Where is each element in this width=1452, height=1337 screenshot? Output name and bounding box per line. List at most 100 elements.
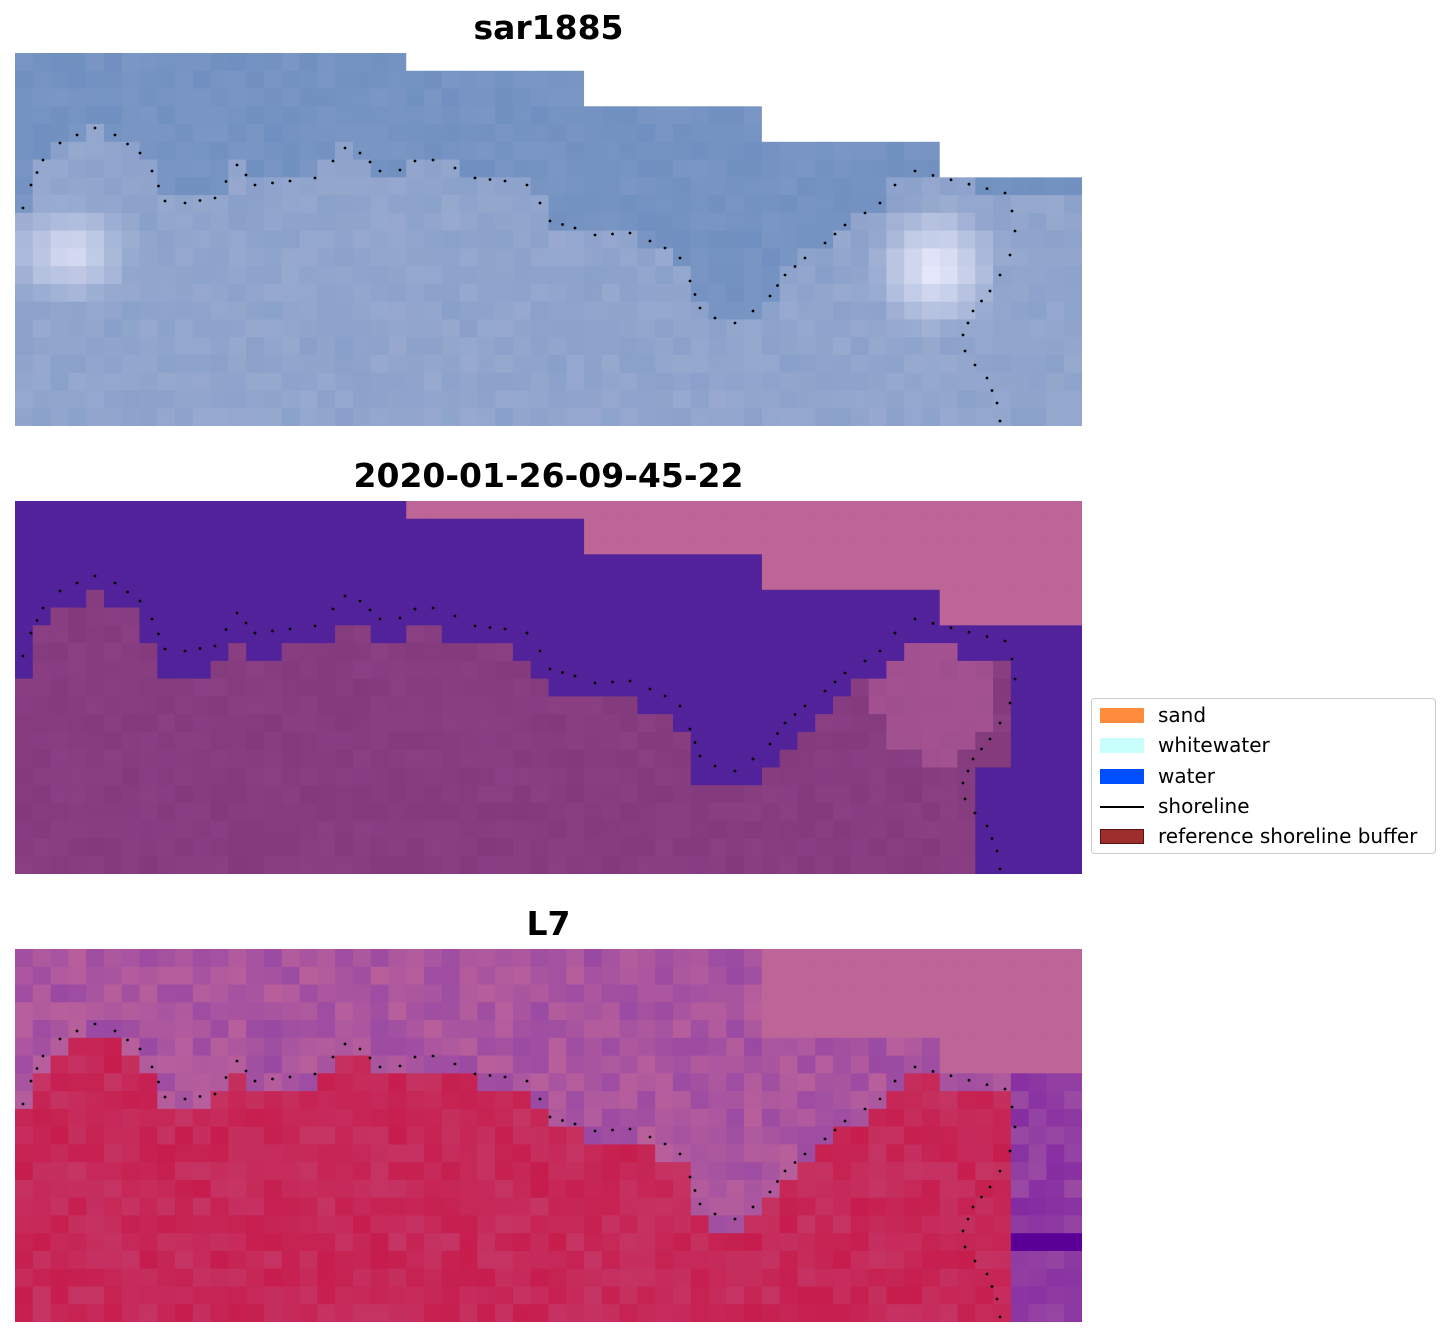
image-pixel: [424, 1144, 443, 1163]
image-pixel: [441, 984, 461, 1003]
image-pixel: [15, 301, 34, 321]
image-pixel: [1064, 1037, 1082, 1057]
image-pixel: [388, 1304, 407, 1322]
image-pixel: [477, 820, 496, 840]
shoreline-point: [878, 1097, 882, 1101]
image-pixel: [441, 643, 461, 662]
image-pixel: [388, 1108, 407, 1128]
image-pixel: [655, 141, 674, 161]
image-pixel: [352, 230, 372, 249]
image-pixel: [459, 1126, 478, 1145]
image-pixel: [228, 88, 247, 107]
shoreline-point: [1010, 1105, 1014, 1109]
image-pixel: [637, 1020, 656, 1039]
image-pixel: [566, 337, 585, 356]
image-pixel: [655, 1162, 674, 1181]
image-pixel: [459, 159, 478, 178]
image-pixel: [1064, 70, 1082, 90]
image-pixel: [459, 1144, 478, 1163]
image-pixel: [1064, 820, 1082, 840]
image-pixel: [495, 536, 514, 555]
image-pixel: [993, 838, 1012, 857]
image-pixel: [157, 1162, 176, 1181]
image-pixel: [459, 554, 478, 573]
image-pixel: [921, 1286, 941, 1305]
image-pixel: [424, 838, 443, 857]
image-pixel: [370, 1020, 390, 1039]
image-pixel: [1010, 301, 1030, 321]
image-pixel: [121, 1179, 141, 1199]
image-pixel: [815, 1020, 834, 1039]
image-pixel: [441, 1055, 461, 1074]
image-pixel: [103, 518, 123, 538]
image-pixel: [761, 88, 781, 107]
image-pixel: [50, 1073, 69, 1092]
image-pixel: [281, 230, 301, 249]
image-pixel: [86, 1037, 105, 1057]
image-pixel: [192, 319, 212, 338]
image-pixel: [530, 1073, 550, 1092]
image-pixel: [103, 820, 123, 840]
image-pixel: [512, 248, 532, 267]
image-pixel: [139, 248, 158, 267]
image-pixel: [495, 1073, 514, 1092]
image-pixel: [512, 1250, 532, 1270]
shoreline-point: [213, 1092, 217, 1096]
image-pixel: [726, 390, 745, 409]
image-pixel: [477, 372, 496, 392]
image-pixel: [477, 660, 496, 680]
image-pixel: [833, 141, 852, 161]
image-pixel: [512, 660, 532, 680]
image-pixel: [1046, 536, 1065, 555]
image-pixel: [726, 966, 745, 986]
image-pixel: [424, 53, 443, 72]
image-pixel: [139, 1108, 158, 1128]
image-pixel: [228, 212, 247, 232]
shoreline-point: [823, 1137, 827, 1141]
image-pixel: [32, 408, 52, 426]
image-pixel: [904, 319, 923, 338]
image-pixel: [246, 589, 265, 609]
image-pixel: [139, 141, 158, 161]
image-pixel: [370, 1179, 390, 1199]
image-pixel: [761, 1233, 781, 1252]
image-pixel: [406, 1233, 425, 1252]
image-pixel: [939, 785, 959, 804]
image-pixel: [921, 1126, 941, 1145]
image-pixel: [1010, 554, 1030, 573]
image-pixel: [32, 1037, 52, 1057]
image-pixel: [779, 984, 799, 1003]
image-pixel: [68, 1250, 87, 1270]
image-pixel: [619, 643, 639, 662]
image-pixel: [690, 159, 710, 178]
image-pixel: [15, 678, 34, 697]
shoreline-point: [288, 1075, 292, 1079]
image-pixel: [477, 1037, 496, 1057]
image-pixel: [263, 408, 283, 426]
image-pixel: [548, 714, 567, 733]
image-pixel: [797, 230, 816, 249]
image-pixel: [246, 372, 265, 392]
image-pixel: [352, 70, 372, 90]
image-pixel: [744, 607, 763, 626]
image-pixel: [761, 390, 781, 409]
image-pixel: [708, 53, 727, 72]
image-pixel: [904, 1197, 923, 1217]
image-pixel: [210, 301, 229, 321]
image-pixel: [939, 660, 959, 680]
image-pixel: [761, 1126, 781, 1145]
image-pixel: [850, 572, 870, 591]
image-pixel: [850, 301, 870, 321]
image-pixel: [939, 572, 959, 591]
shoreline-point: [768, 742, 772, 746]
image-pixel: [15, 572, 34, 591]
image-pixel: [388, 1197, 407, 1217]
image-pixel: [175, 177, 194, 196]
image-pixel: [1028, 1304, 1048, 1322]
image-pixel: [850, 195, 870, 214]
image-pixel: [1046, 1002, 1065, 1021]
image-pixel: [299, 1233, 318, 1252]
image-pixel: [601, 124, 621, 143]
image-pixel: [192, 408, 212, 426]
image-pixel: [68, 984, 87, 1003]
